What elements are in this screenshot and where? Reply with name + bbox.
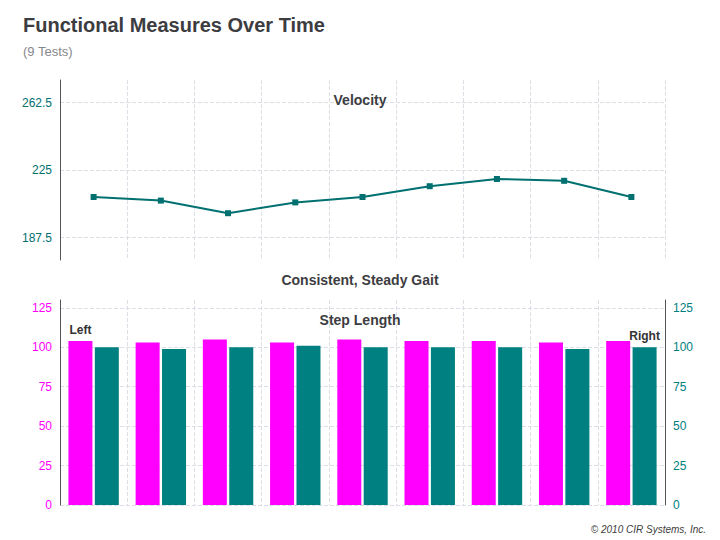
svg-text:50: 50 [39,419,53,433]
svg-text:Functional Measures Over Time: Functional Measures Over Time [23,14,325,36]
svg-text:125: 125 [32,301,52,315]
svg-text:Consistent, Steady Gait: Consistent, Steady Gait [281,272,438,288]
svg-text:Right: Right [629,329,660,343]
svg-text:0: 0 [45,498,52,512]
svg-text:Velocity: Velocity [334,92,387,108]
svg-text:262.5: 262.5 [22,96,52,110]
svg-text:Left: Left [69,323,91,337]
svg-text:50: 50 [673,419,687,433]
svg-text:100: 100 [673,340,693,354]
svg-text:(9 Tests): (9 Tests) [23,44,73,59]
svg-text:100: 100 [32,340,52,354]
svg-text:0: 0 [673,498,680,512]
svg-text:25: 25 [673,459,687,473]
svg-text:25: 25 [39,459,53,473]
svg-text:75: 75 [673,380,687,394]
svg-text:225: 225 [32,163,52,177]
svg-text:75: 75 [39,380,53,394]
svg-text:187.5: 187.5 [22,231,52,245]
svg-text:125: 125 [673,301,693,315]
svg-text:© 2010 CIR Systems, Inc.: © 2010 CIR Systems, Inc. [591,524,706,535]
svg-text:Step Length: Step Length [320,312,401,328]
